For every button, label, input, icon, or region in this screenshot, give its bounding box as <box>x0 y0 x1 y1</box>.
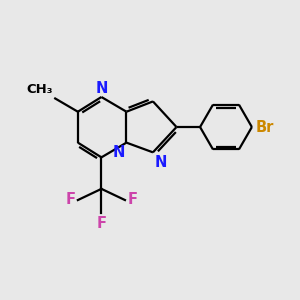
Text: F: F <box>65 192 76 207</box>
Text: F: F <box>96 216 106 231</box>
Text: Br: Br <box>256 119 274 134</box>
Text: N: N <box>112 145 125 160</box>
Text: CH₃: CH₃ <box>26 83 53 96</box>
Text: N: N <box>95 80 108 95</box>
Text: N: N <box>154 155 167 170</box>
Text: F: F <box>127 192 137 207</box>
